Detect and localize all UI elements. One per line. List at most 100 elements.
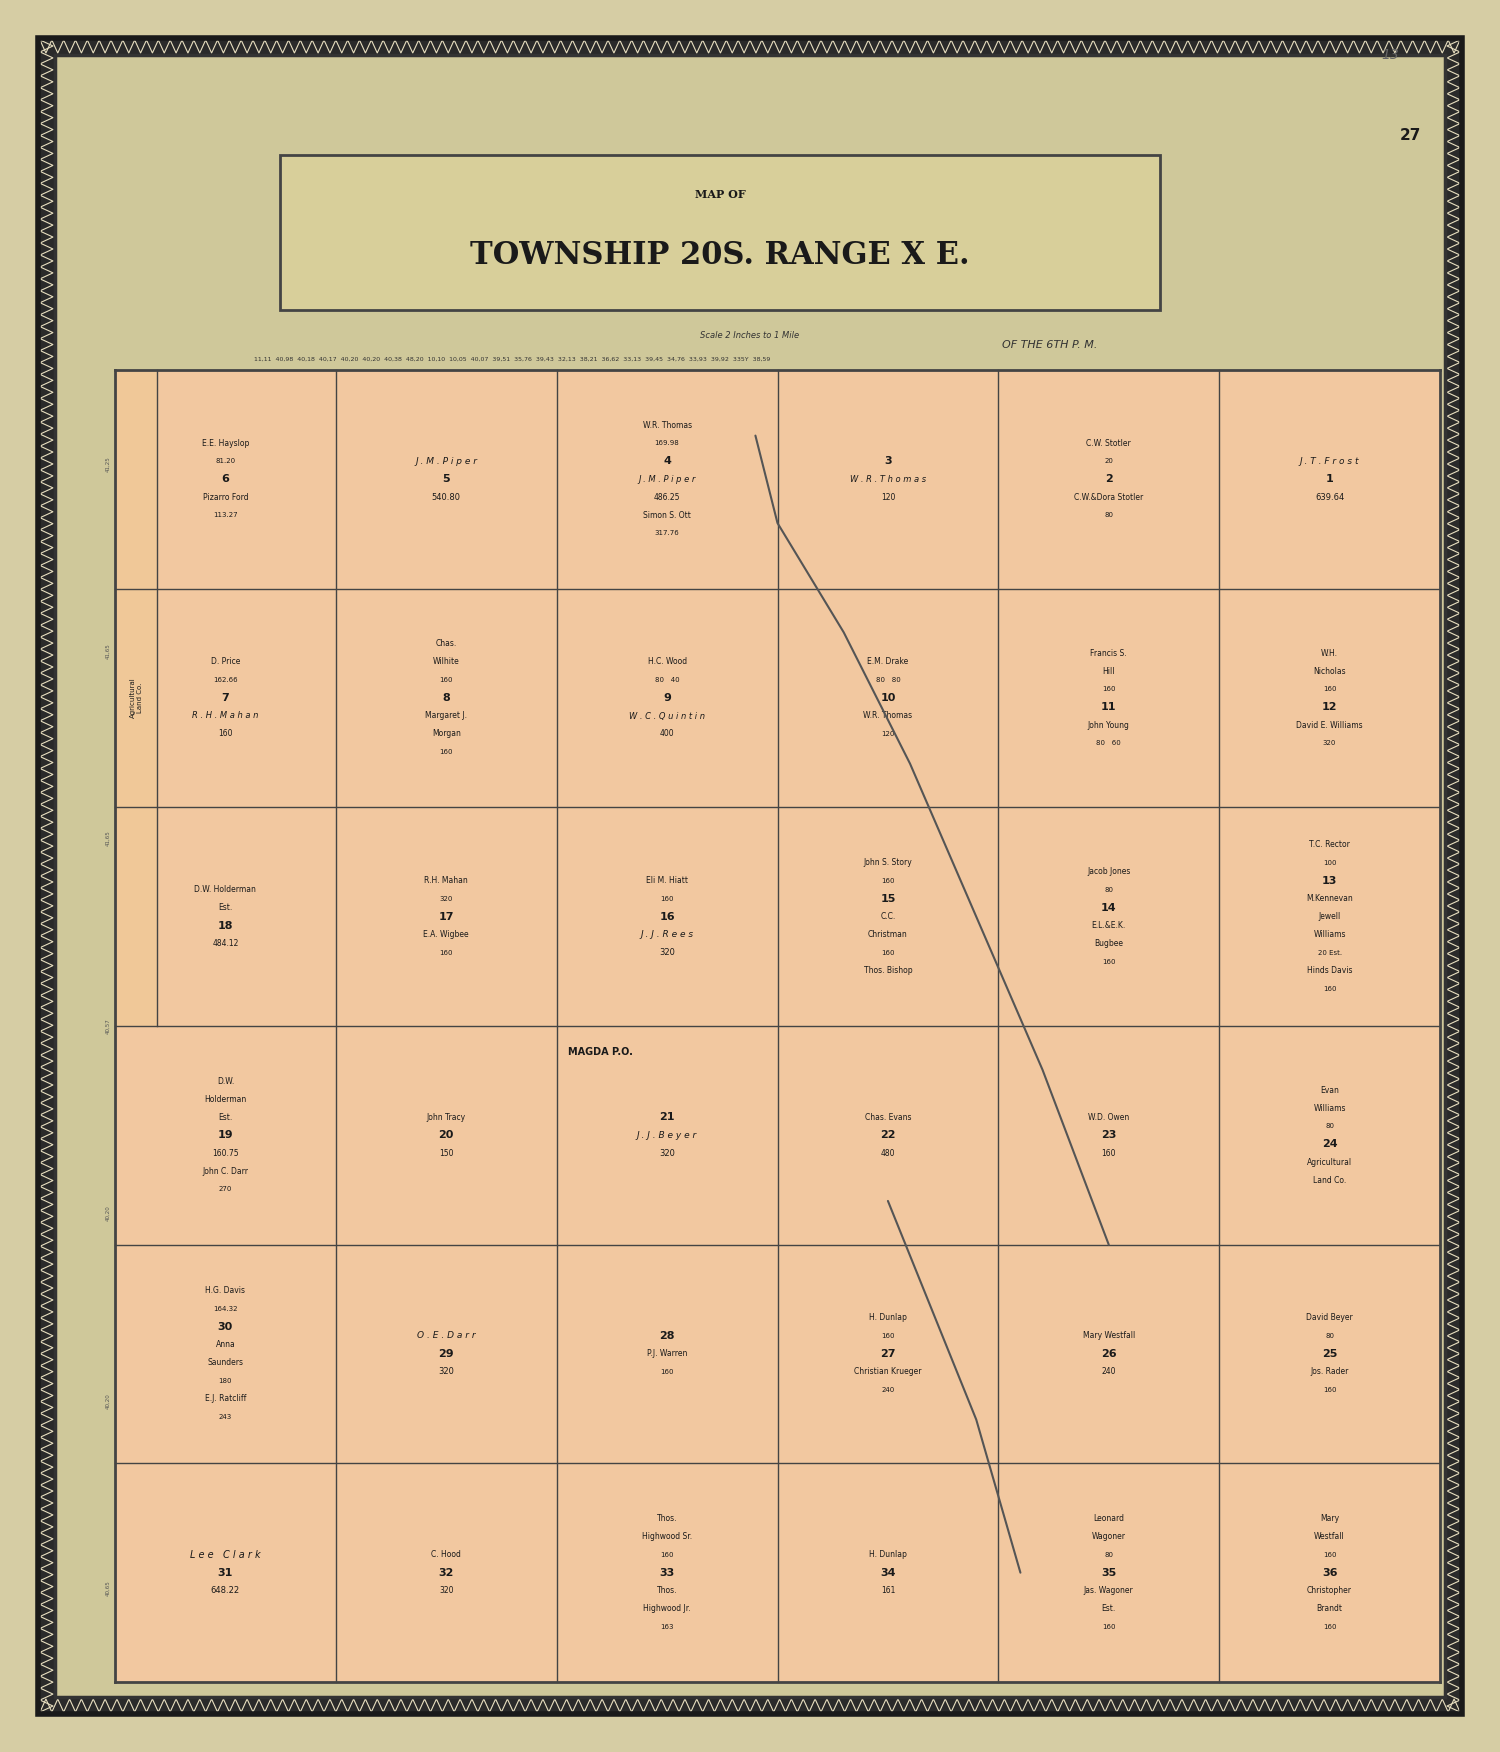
Text: Est.: Est. bbox=[1101, 1605, 1116, 1614]
Text: 22: 22 bbox=[880, 1130, 896, 1141]
Text: C.C.: C.C. bbox=[880, 913, 896, 922]
Text: W . R . T h o m a s: W . R . T h o m a s bbox=[850, 475, 926, 484]
Text: 120: 120 bbox=[880, 492, 896, 501]
Text: 80   60: 80 60 bbox=[1096, 739, 1120, 746]
Text: H.C. Wood: H.C. Wood bbox=[648, 657, 687, 666]
Text: 160: 160 bbox=[440, 750, 453, 755]
Text: 12: 12 bbox=[1322, 703, 1338, 711]
Text: Jas. Wagoner: Jas. Wagoner bbox=[1084, 1586, 1134, 1594]
Text: Jacob Jones: Jacob Jones bbox=[1088, 867, 1131, 876]
Text: 33: 33 bbox=[660, 1568, 675, 1577]
Text: Chas.: Chas. bbox=[435, 639, 457, 648]
Text: 320: 320 bbox=[440, 895, 453, 902]
Text: 120: 120 bbox=[880, 731, 894, 738]
Text: 13: 13 bbox=[1322, 876, 1338, 887]
Text: Christian Krueger: Christian Krueger bbox=[853, 1368, 921, 1377]
Text: Brandt: Brandt bbox=[1317, 1605, 1342, 1614]
Text: 160: 160 bbox=[660, 1552, 674, 1558]
Text: 540.80: 540.80 bbox=[432, 492, 460, 501]
Text: 160: 160 bbox=[1102, 687, 1116, 692]
Text: 320: 320 bbox=[658, 1149, 675, 1158]
Text: 240: 240 bbox=[882, 1388, 894, 1393]
Text: 24: 24 bbox=[1322, 1139, 1338, 1149]
Text: Mary: Mary bbox=[1320, 1514, 1340, 1522]
Text: 160: 160 bbox=[1323, 1388, 1336, 1393]
Text: H.G. Davis: H.G. Davis bbox=[206, 1286, 246, 1295]
Text: 160: 160 bbox=[1102, 1624, 1116, 1629]
Text: 5: 5 bbox=[442, 475, 450, 484]
Text: D.W. Holderman: D.W. Holderman bbox=[195, 885, 256, 894]
Text: Pizarro Ford: Pizarro Ford bbox=[202, 492, 248, 501]
Text: 20: 20 bbox=[438, 1130, 454, 1141]
Text: 80: 80 bbox=[1104, 512, 1113, 519]
Text: D. Price: D. Price bbox=[210, 657, 240, 666]
Text: 34: 34 bbox=[880, 1568, 896, 1577]
Text: 400: 400 bbox=[660, 729, 675, 739]
Text: Scale 2 Inches to 1 Mile: Scale 2 Inches to 1 Mile bbox=[700, 331, 800, 340]
Text: John Young: John Young bbox=[1088, 720, 1130, 729]
Text: C.W. Stotler: C.W. Stotler bbox=[1086, 438, 1131, 449]
Bar bbox=[38, 1698, 1462, 1713]
Text: 113.27: 113.27 bbox=[213, 512, 237, 519]
Text: W.D. Owen: W.D. Owen bbox=[1088, 1113, 1130, 1121]
Text: 160: 160 bbox=[880, 1333, 894, 1339]
Text: Wagoner: Wagoner bbox=[1092, 1533, 1125, 1542]
Text: 639.64: 639.64 bbox=[1316, 492, 1344, 501]
Text: Mary Westfall: Mary Westfall bbox=[1083, 1332, 1136, 1340]
Text: Jos. Rader: Jos. Rader bbox=[1311, 1368, 1348, 1377]
Text: J . J . B e y e r: J . J . B e y e r bbox=[638, 1130, 698, 1141]
Text: R . H . M a h a n: R . H . M a h a n bbox=[192, 711, 258, 720]
Text: E.E. Hayslop: E.E. Hayslop bbox=[201, 438, 249, 449]
Text: 320: 320 bbox=[438, 1368, 454, 1377]
Text: 161: 161 bbox=[880, 1586, 896, 1594]
Text: 20: 20 bbox=[1104, 459, 1113, 464]
Text: 40,57: 40,57 bbox=[105, 1018, 110, 1034]
Text: Wilhite: Wilhite bbox=[433, 657, 459, 666]
Text: Land Co.: Land Co. bbox=[1312, 1176, 1346, 1184]
Text: 320: 320 bbox=[1323, 739, 1336, 746]
Text: Est.: Est. bbox=[219, 1113, 232, 1121]
Text: 19: 19 bbox=[217, 1130, 232, 1141]
Text: W . C . Q u i n t i n: W . C . Q u i n t i n bbox=[628, 711, 705, 720]
Text: 270: 270 bbox=[219, 1186, 232, 1193]
Text: 160: 160 bbox=[440, 676, 453, 683]
Text: 40,20: 40,20 bbox=[105, 1205, 110, 1221]
Text: 26: 26 bbox=[1101, 1349, 1116, 1360]
Text: Christopher: Christopher bbox=[1306, 1586, 1352, 1594]
Text: 35: 35 bbox=[1101, 1568, 1116, 1577]
Text: J . T . F r o s t: J . T . F r o s t bbox=[1300, 457, 1359, 466]
Text: 21: 21 bbox=[660, 1113, 675, 1123]
Text: Thos. Bishop: Thos. Bishop bbox=[864, 965, 912, 976]
Text: 80: 80 bbox=[1324, 1333, 1334, 1339]
Text: 162.66: 162.66 bbox=[213, 676, 237, 683]
Text: MAP OF: MAP OF bbox=[694, 189, 746, 200]
Text: 13: 13 bbox=[1382, 47, 1400, 61]
Text: 80: 80 bbox=[1324, 1123, 1334, 1130]
Text: 41,25: 41,25 bbox=[105, 456, 110, 471]
Text: 320: 320 bbox=[658, 948, 675, 957]
Text: 15: 15 bbox=[880, 894, 896, 904]
Text: 80: 80 bbox=[1104, 1552, 1113, 1558]
Text: 17: 17 bbox=[438, 911, 454, 922]
Text: P.J. Warren: P.J. Warren bbox=[646, 1349, 687, 1358]
Text: 20 Est.: 20 Est. bbox=[1317, 950, 1341, 955]
Text: Westfall: Westfall bbox=[1314, 1533, 1346, 1542]
Text: 23: 23 bbox=[1101, 1130, 1116, 1141]
Text: 484.12: 484.12 bbox=[211, 939, 238, 948]
Text: Highwood Jr.: Highwood Jr. bbox=[644, 1605, 692, 1614]
Text: C. Hood: C. Hood bbox=[432, 1551, 460, 1559]
Text: 8: 8 bbox=[442, 694, 450, 703]
Text: 480: 480 bbox=[880, 1149, 896, 1158]
Text: 36: 36 bbox=[1322, 1568, 1338, 1577]
Text: Eli M. Hiatt: Eli M. Hiatt bbox=[646, 876, 688, 885]
Text: T.C. Rector: T.C. Rector bbox=[1310, 841, 1350, 850]
Text: Holderman: Holderman bbox=[204, 1095, 246, 1104]
Text: J . M . P i p e r: J . M . P i p e r bbox=[416, 457, 477, 466]
Text: 163: 163 bbox=[660, 1624, 674, 1629]
Text: Williams: Williams bbox=[1314, 1104, 1346, 1113]
Text: Thos.: Thos. bbox=[657, 1586, 678, 1594]
Text: Williams: Williams bbox=[1314, 930, 1346, 939]
Text: H. Dunlap: H. Dunlap bbox=[868, 1314, 907, 1323]
Text: J . J . R e e s: J . J . R e e s bbox=[640, 930, 693, 939]
Text: E.M. Drake: E.M. Drake bbox=[867, 657, 909, 666]
